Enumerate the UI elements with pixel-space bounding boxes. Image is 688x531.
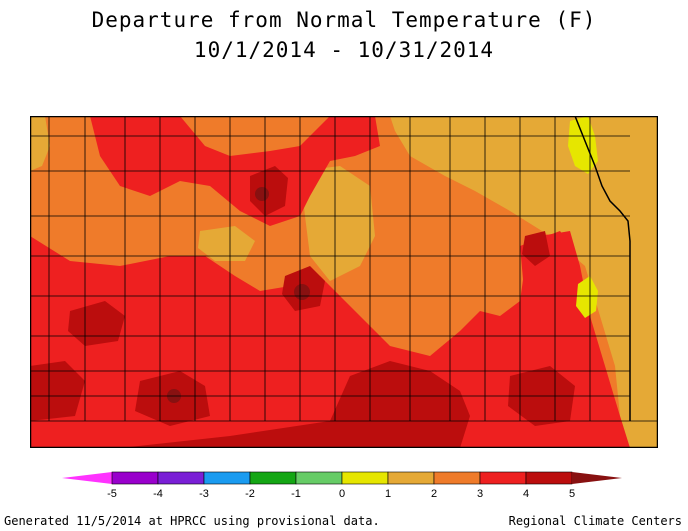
legend-swatch — [525, 471, 573, 485]
legend-swatch — [387, 471, 435, 485]
legend-swatch — [249, 471, 297, 485]
legend-swatch — [479, 471, 527, 485]
legend-label: -4 — [153, 488, 163, 500]
region-4-5-south — [120, 361, 470, 448]
legend-label: 0 — [339, 488, 345, 500]
legend-swatch — [341, 471, 389, 485]
region-1-2-central-north — [300, 166, 375, 281]
region-1-2-northeast — [390, 116, 658, 448]
region-0-1-east — [576, 276, 598, 318]
temperature-departure-map — [30, 116, 658, 448]
legend-label: -1 — [291, 488, 301, 500]
region-4-5-southwest — [30, 361, 85, 421]
region-4-5-far-east — [522, 231, 550, 266]
legend-swatch — [111, 471, 159, 485]
legend-label: -3 — [199, 488, 209, 500]
legend-arrow-high — [572, 472, 622, 484]
legend-label: 5 — [569, 488, 575, 500]
legend-label: -2 — [245, 488, 255, 500]
legend-label: -5 — [107, 488, 117, 500]
state-boundary — [30, 116, 631, 421]
map-date-range: 10/1/2014 - 10/31/2014 — [193, 38, 495, 62]
legend-label: 2 — [431, 488, 437, 500]
region-0-1-northeast — [568, 116, 598, 174]
footer-generated-note: Generated 11/5/2014 at HPRCC using provi… — [4, 514, 380, 528]
legend-arrow-low — [62, 472, 112, 484]
legend-swatch — [203, 471, 251, 485]
map-title: Departure from Normal Temperature (F) — [91, 8, 597, 32]
legend-label: 1 — [385, 488, 391, 500]
color-legend: -5 -4 -3 -2 -1 0 1 2 3 4 5 — [62, 471, 622, 500]
hotspot-center — [294, 284, 310, 300]
legend-swatch — [433, 471, 481, 485]
legend-swatch — [295, 471, 343, 485]
region-4-5-west — [68, 301, 125, 346]
footer-source: Regional Climate Centers — [508, 514, 682, 528]
map-frame — [30, 116, 658, 448]
hotspot-north — [255, 187, 269, 201]
region-1-2-central-west — [198, 226, 255, 261]
county-boundaries — [30, 116, 658, 422]
legend-swatch — [157, 471, 205, 485]
legend-label: 3 — [477, 488, 483, 500]
region-1-2-west-edge — [30, 116, 50, 171]
legend-label: 4 — [523, 488, 529, 500]
region-4-5-north-center — [250, 166, 288, 216]
